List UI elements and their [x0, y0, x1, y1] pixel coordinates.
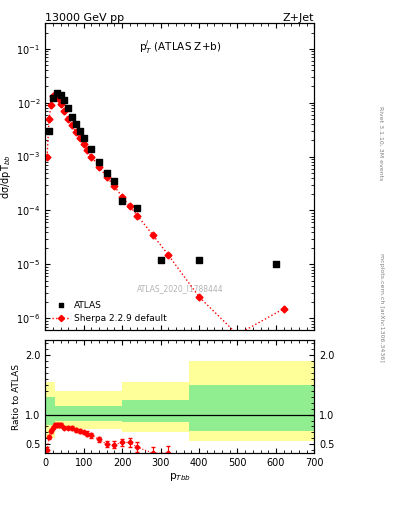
Sherpa 2.2.9 default [73, 130, 78, 136]
Sherpa 2.2.9 default [281, 306, 286, 312]
ATLAS [96, 158, 102, 166]
ATLAS [50, 94, 56, 102]
ATLAS [61, 96, 68, 104]
Bar [55, 406, 84, 420]
Text: 13000 GeV pp: 13000 GeV pp [45, 13, 124, 23]
ATLAS [111, 177, 118, 185]
Sherpa 2.2.9 default [52, 92, 57, 98]
ATLAS [53, 89, 60, 97]
Bar [189, 385, 314, 431]
Bar [122, 400, 189, 422]
Sherpa 2.2.9 default [135, 212, 140, 219]
Sherpa 2.2.9 default [47, 116, 51, 122]
Text: mcplots.cern.ch [arXiv:1306.3436]: mcplots.cern.ch [arXiv:1306.3436] [379, 253, 384, 361]
Text: p$_T^j$ (ATLAS Z+b): p$_T^j$ (ATLAS Z+b) [139, 38, 221, 56]
Bar [122, 382, 189, 432]
Y-axis label: Ratio to ATLAS: Ratio to ATLAS [12, 364, 21, 430]
Sherpa 2.2.9 default [235, 331, 240, 337]
ATLAS [119, 197, 125, 205]
ATLAS [134, 204, 141, 212]
Bar [55, 391, 84, 430]
Sherpa 2.2.9 default [54, 94, 59, 100]
Bar [84, 406, 122, 420]
ATLAS [158, 256, 164, 264]
Sherpa 2.2.9 default [49, 102, 53, 108]
ATLAS [69, 113, 75, 121]
Sherpa 2.2.9 default [85, 147, 90, 154]
Sherpa 2.2.9 default [70, 122, 75, 129]
Sherpa 2.2.9 default [127, 203, 132, 209]
Sherpa 2.2.9 default [45, 154, 50, 160]
ATLAS [77, 127, 83, 135]
Sherpa 2.2.9 default [58, 101, 63, 107]
ATLAS [273, 260, 279, 268]
Y-axis label: dσ/dpT$_{bb}$: dσ/dpT$_{bb}$ [0, 155, 13, 199]
ATLAS [104, 168, 110, 177]
Sherpa 2.2.9 default [77, 135, 82, 141]
Text: Z+Jet: Z+Jet [283, 13, 314, 23]
Sherpa 2.2.9 default [196, 294, 201, 300]
ATLAS [46, 127, 52, 135]
Sherpa 2.2.9 default [51, 93, 55, 99]
Sherpa 2.2.9 default [62, 108, 67, 114]
ATLAS [81, 134, 87, 142]
Sherpa 2.2.9 default [112, 183, 117, 189]
X-axis label: p$_{Tbb}$: p$_{Tbb}$ [169, 471, 191, 483]
Bar [189, 361, 314, 441]
Text: Rivet 3.1.10, 3M events: Rivet 3.1.10, 3M events [379, 106, 384, 181]
Sherpa 2.2.9 default [89, 154, 94, 160]
Sherpa 2.2.9 default [81, 141, 86, 147]
ATLAS [57, 91, 64, 99]
Sherpa 2.2.9 default [105, 174, 109, 180]
ATLAS [65, 104, 72, 112]
ATLAS [73, 120, 79, 128]
ATLAS [196, 256, 202, 264]
Legend: ATLAS, Sherpa 2.2.9 default: ATLAS, Sherpa 2.2.9 default [50, 298, 169, 326]
Sherpa 2.2.9 default [56, 96, 61, 102]
Sherpa 2.2.9 default [166, 252, 171, 258]
Bar [45, 397, 55, 425]
Sherpa 2.2.9 default [151, 232, 155, 238]
Line: Sherpa 2.2.9 default: Sherpa 2.2.9 default [45, 92, 286, 337]
Bar [45, 382, 55, 438]
Text: ATLAS_2020_I1788444: ATLAS_2020_I1788444 [136, 284, 223, 293]
Sherpa 2.2.9 default [66, 116, 71, 122]
Sherpa 2.2.9 default [97, 163, 101, 169]
Bar [84, 391, 122, 430]
Sherpa 2.2.9 default [120, 194, 125, 200]
ATLAS [88, 144, 94, 153]
